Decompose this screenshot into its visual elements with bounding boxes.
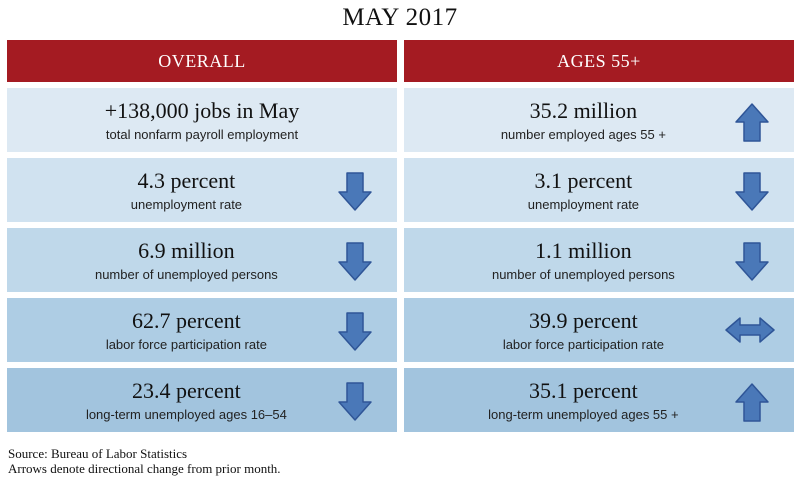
arrow-up-icon bbox=[734, 102, 770, 142]
stat-description: labor force participation rate bbox=[502, 337, 664, 352]
stat-description: number of unemployed persons bbox=[94, 267, 278, 282]
stat-description: unemployment rate bbox=[130, 197, 243, 212]
stat-value: +138,000 jobs in May bbox=[104, 98, 300, 123]
stat-description: total nonfarm payroll employment bbox=[105, 127, 299, 142]
stat-cell-overall: 6.9 million number of unemployed persons bbox=[7, 228, 397, 292]
arrow-down-icon bbox=[337, 312, 373, 352]
stat-description: labor force participation rate bbox=[105, 337, 267, 352]
arrow-down-icon bbox=[734, 242, 770, 282]
stat-cell-ages-55: 1.1 million number of unemployed persons bbox=[404, 228, 794, 292]
stat-cell-overall: +138,000 jobs in May total nonfarm payrol… bbox=[7, 88, 397, 152]
stat-value: 3.1 percent bbox=[534, 168, 633, 193]
stat-description: unemployment rate bbox=[527, 197, 640, 212]
stat-value: 35.1 percent bbox=[529, 378, 638, 403]
stat-value: 39.9 percent bbox=[529, 308, 638, 333]
stat-description: number employed ages 55 + bbox=[500, 127, 666, 142]
stat-value: 62.7 percent bbox=[132, 308, 241, 333]
stat-value: 6.9 million bbox=[138, 238, 235, 263]
stat-cell-ages-55: 35.1 percent long-term unemployed ages 55… bbox=[404, 368, 794, 432]
arrow-down-icon bbox=[337, 172, 373, 212]
column-header-ages-55: AGES 55+ bbox=[404, 40, 794, 82]
page-title: MAY 2017 bbox=[342, 4, 458, 31]
stat-description: long-term unemployed ages 55 + bbox=[488, 407, 679, 422]
arrow-down-icon bbox=[734, 172, 770, 212]
stat-description: long-term unemployed ages 16–54 bbox=[85, 407, 287, 422]
arrow-down-icon bbox=[337, 242, 373, 282]
stat-cell-overall: 23.4 percent long-term unemployed ages 16… bbox=[7, 368, 397, 432]
stat-value: 23.4 percent bbox=[132, 378, 241, 403]
arrow-legend-note: Arrows denote directional change from pr… bbox=[8, 461, 281, 476]
stat-value: 4.3 percent bbox=[137, 168, 236, 193]
column-header-overall: OVERALL bbox=[7, 40, 397, 82]
arrow-down-icon bbox=[337, 382, 373, 422]
source-note: Source: Bureau of Labor Statistics bbox=[8, 446, 188, 461]
stat-cell-overall: 62.7 percent labor force participation ra… bbox=[7, 298, 397, 362]
arrow-up-icon bbox=[734, 382, 770, 422]
stat-description: number of unemployed persons bbox=[491, 267, 675, 282]
stat-value: 1.1 million bbox=[535, 238, 632, 263]
stat-cell-overall: 4.3 percent unemployment rate bbox=[7, 158, 397, 222]
stat-value: 35.2 million bbox=[529, 98, 638, 123]
stat-cell-ages-55: 3.1 percent unemployment rate bbox=[404, 158, 794, 222]
stat-cell-ages-55: 39.9 percent labor force participation ra… bbox=[404, 298, 794, 362]
arrow-left-right-icon bbox=[724, 316, 776, 344]
stat-cell-ages-55: 35.2 million number employed ages 55 + bbox=[404, 88, 794, 152]
